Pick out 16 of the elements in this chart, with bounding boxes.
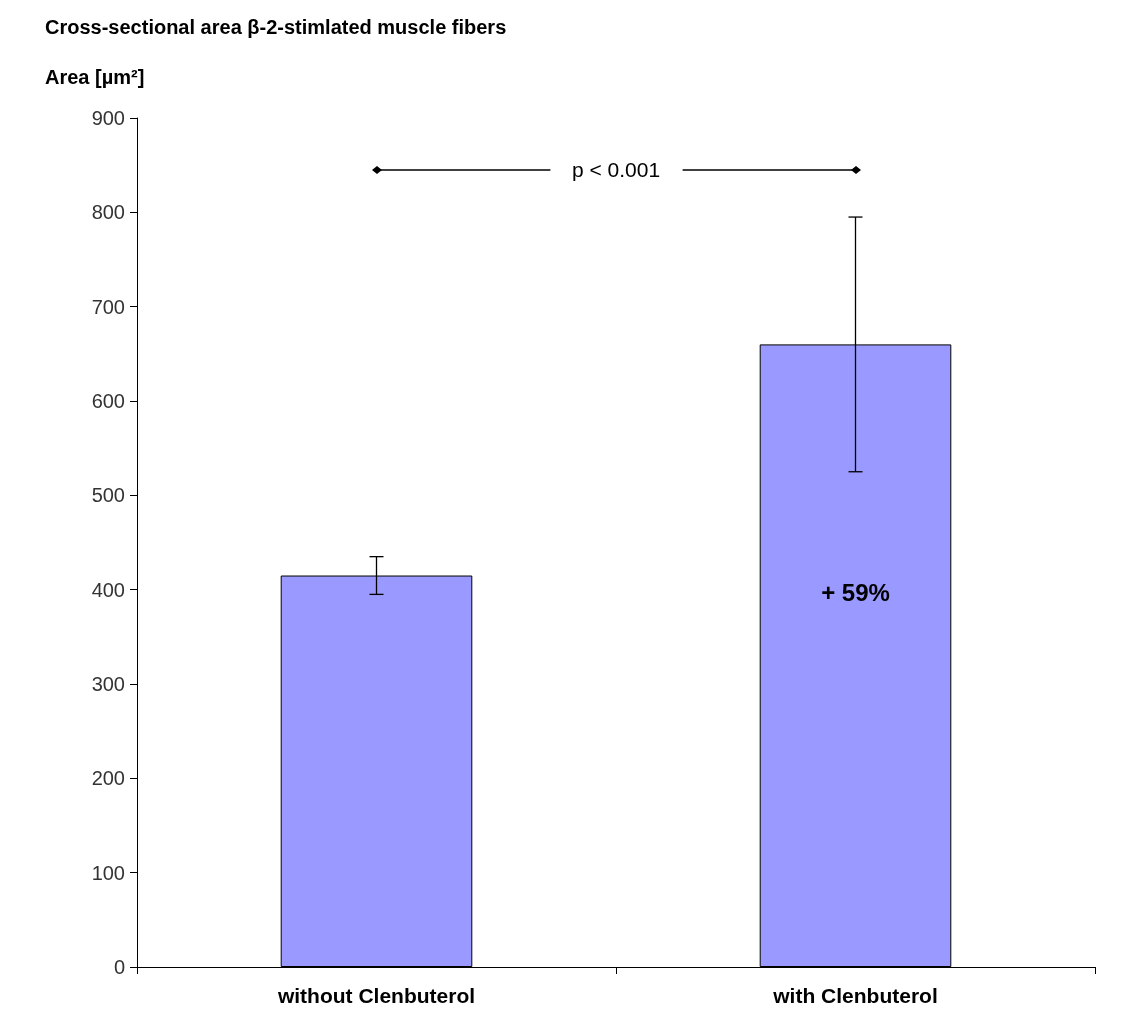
annotation: p < 0.001 <box>571 158 661 182</box>
y-axis-title: Area [µm²] <box>45 66 145 88</box>
y-tick-label: 800 <box>91 201 125 224</box>
chart-title: Cross-sectional area β-2-stimlated muscle fibers <box>45 16 507 38</box>
y-tick-label: 0 <box>113 956 125 978</box>
annotation: + 59% <box>821 579 890 608</box>
y-tick-label: 900 <box>91 107 125 129</box>
x-tick-label: with Clenbuterol <box>772 984 938 1007</box>
y-tick-label: 200 <box>91 767 125 790</box>
y-tick-label: 700 <box>91 295 125 318</box>
y-tick-label: 400 <box>91 578 125 601</box>
y-tick-label: 100 <box>91 861 125 884</box>
y-tick-label: 500 <box>91 484 125 507</box>
x-tick-label: without Clenbuterol <box>276 984 476 1007</box>
y-tick-label: 300 <box>91 673 125 695</box>
y-tick-label: 600 <box>91 390 125 412</box>
